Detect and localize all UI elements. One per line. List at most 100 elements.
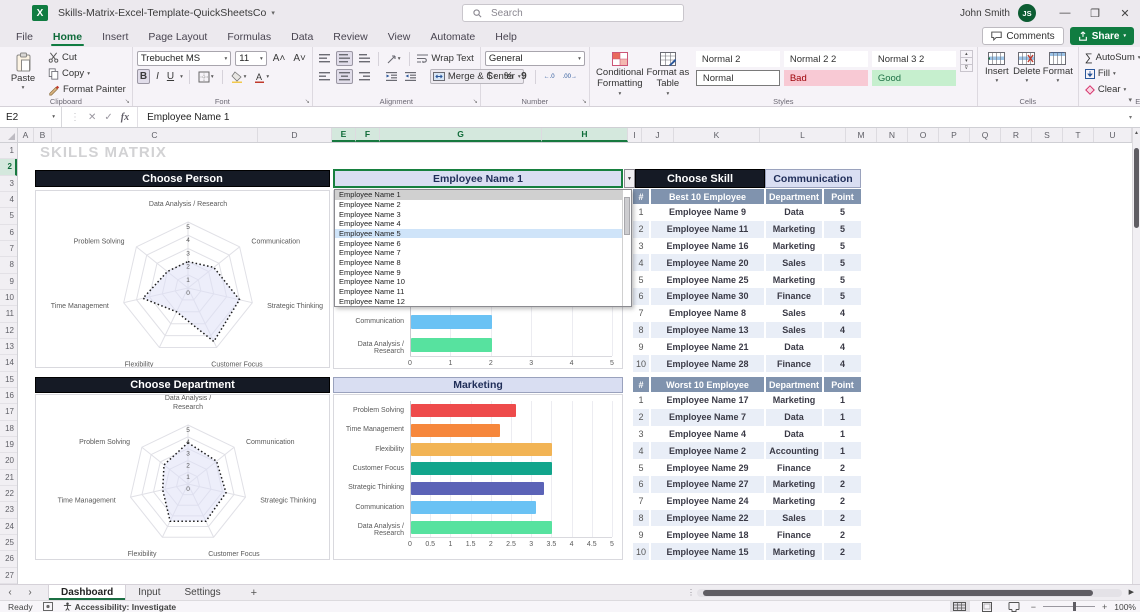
excel-app-icon[interactable]: X [32, 5, 48, 21]
table-cell[interactable]: Employee Name 27 [651, 475, 766, 493]
table-cell[interactable]: Employee Name 7 [651, 408, 766, 426]
row-header-11[interactable]: 11 [0, 306, 17, 323]
table-cell[interactable]: Employee Name 22 [651, 509, 766, 527]
align-middle-button[interactable] [335, 51, 353, 66]
dropdown-item[interactable]: Employee Name 12 [339, 296, 405, 306]
column-header-T[interactable]: T [1063, 128, 1094, 142]
choose-person-header[interactable]: Choose Person [35, 170, 330, 187]
close-button[interactable]: ✕ [1120, 7, 1130, 20]
align-top-button[interactable] [317, 51, 332, 66]
zoom-slider[interactable] [1042, 602, 1095, 611]
vertical-scroll-thumb[interactable] [1134, 148, 1139, 228]
table-cell[interactable]: 5 [839, 274, 845, 285]
row-header-5[interactable]: 5 [0, 208, 17, 225]
employee-dropdown-button[interactable]: ▼ [624, 169, 635, 188]
column-header-M[interactable]: M [846, 128, 877, 142]
dropdown-item[interactable]: Employee Name 10 [339, 277, 405, 287]
table-cell[interactable]: Employee Name 28 [651, 355, 766, 372]
row-header-25[interactable]: 25 [0, 535, 17, 552]
table-cell[interactable]: 2 [633, 408, 651, 426]
row-header-15[interactable]: 15 [0, 372, 17, 388]
table-cell[interactable]: 2 [839, 512, 845, 523]
sheet-tab-input[interactable]: Input [138, 587, 161, 598]
scroll-right-icon[interactable]: ▶ [1128, 589, 1134, 596]
table-cell[interactable]: Employee Name 8 [651, 304, 766, 322]
table-cell[interactable]: 7 [633, 304, 651, 322]
column-header-G[interactable]: G [380, 128, 542, 142]
table-cell[interactable]: 9 [633, 338, 651, 356]
row-header-21[interactable]: 21 [0, 470, 17, 486]
dropdown-item[interactable]: Employee Name 4 [339, 219, 401, 229]
alignment-dialog-launcher[interactable]: ↘ [472, 99, 478, 105]
user-avatar[interactable]: JS [1018, 4, 1036, 22]
table-cell[interactable]: 5 [633, 459, 651, 476]
grow-font-button[interactable]: A˄ [272, 53, 286, 64]
font-color-button[interactable]: A ▾ [255, 71, 270, 83]
table-cell[interactable]: Finance [766, 287, 824, 305]
table-cell[interactable]: 2 [839, 479, 845, 490]
table-cell[interactable]: Sales [766, 254, 824, 272]
row-header-6[interactable]: 6 [0, 225, 17, 241]
row-header-10[interactable]: 10 [0, 290, 17, 307]
merge-center-button[interactable]: Merge & Center ▾ [429, 69, 524, 84]
style-preset-good[interactable]: Good [871, 70, 956, 86]
table-cell[interactable]: Employee Name 2 [651, 442, 766, 460]
table-cell[interactable]: 3 [633, 425, 651, 443]
table-cell[interactable]: Finance [766, 526, 824, 544]
dropdown-item[interactable]: Employee Name 8 [339, 258, 401, 268]
menu-tab-formulas[interactable]: Formulas [227, 30, 272, 43]
row-header-8[interactable]: 8 [0, 257, 17, 274]
expand-formula-bar-icon[interactable]: ▾ [1128, 114, 1132, 121]
menu-tab-help[interactable]: Help [495, 30, 517, 43]
select-all-corner[interactable] [0, 128, 18, 142]
dropdown-item[interactable]: Employee Name 1 [335, 190, 622, 200]
cut-button[interactable]: Cut [46, 50, 128, 65]
style-preset-normal-2[interactable]: Normal 2 [695, 51, 780, 67]
currency-button[interactable]: $ ▾ [486, 71, 497, 82]
table-cell[interactable]: 10 [633, 543, 651, 560]
horizontal-scrollbar[interactable] [697, 589, 1122, 597]
menu-tab-review[interactable]: Review [333, 30, 368, 43]
column-header-F[interactable]: F [356, 128, 380, 142]
zoom-out-button[interactable]: − [1030, 601, 1036, 612]
page-layout-view-button[interactable] [977, 601, 997, 612]
column-header-U[interactable]: U [1094, 128, 1132, 142]
fill-color-button[interactable]: ▾ [229, 69, 249, 84]
comments-button[interactable]: Comments [982, 27, 1064, 45]
styles-scroll-up[interactable]: ▴ [960, 51, 972, 58]
percent-button[interactable]: % [504, 71, 514, 82]
styles-scroll-down[interactable]: ▾ [960, 58, 972, 65]
table-cell[interactable]: Marketing [766, 492, 824, 510]
number-dialog-launcher[interactable]: ↘ [581, 99, 587, 105]
copy-button[interactable]: Copy ▾ [46, 66, 128, 81]
row-header-24[interactable]: 24 [0, 519, 17, 535]
row-header-17[interactable]: 17 [0, 404, 17, 421]
row-header-19[interactable]: 19 [0, 437, 17, 454]
share-button[interactable]: Share ▾ [1069, 27, 1134, 45]
table-cell[interactable]: 2 [633, 220, 651, 238]
font-size-select[interactable]: 11 ▾ [235, 51, 267, 66]
insert-function-icon[interactable]: fx [120, 111, 130, 123]
align-center-button[interactable] [335, 69, 353, 84]
prev-sheet-arrow[interactable]: ‹ [8, 587, 12, 598]
table-cell[interactable]: Data [766, 425, 824, 443]
increase-decimal-button[interactable]: ←.0 [543, 73, 555, 80]
column-header-L[interactable]: L [760, 128, 846, 142]
dropdown-item[interactable]: Employee Name 7 [339, 248, 401, 258]
table-cell[interactable]: 2 [839, 546, 845, 557]
user-name[interactable]: John Smith [959, 7, 1010, 19]
row-header-26[interactable]: 26 [0, 551, 17, 568]
table-cell[interactable]: Marketing [766, 543, 824, 560]
skill-value-cell[interactable]: Communication [765, 169, 861, 188]
bold-button[interactable]: B [136, 69, 151, 84]
table-cell[interactable]: 5 [839, 240, 845, 251]
number-format-select[interactable]: General ▾ [484, 51, 585, 66]
table-cell[interactable]: 5 [839, 291, 845, 302]
table-cell[interactable]: Employee Name 16 [651, 237, 766, 255]
column-header-S[interactable]: S [1032, 128, 1063, 142]
table-cell[interactable]: Marketing [766, 237, 824, 255]
decrease-indent-button[interactable] [384, 69, 399, 84]
dropdown-item[interactable]: Employee Name 3 [339, 209, 401, 219]
align-bottom-button[interactable] [357, 51, 372, 66]
collapse-ribbon-chevron[interactable]: ▾ [1128, 97, 1132, 104]
